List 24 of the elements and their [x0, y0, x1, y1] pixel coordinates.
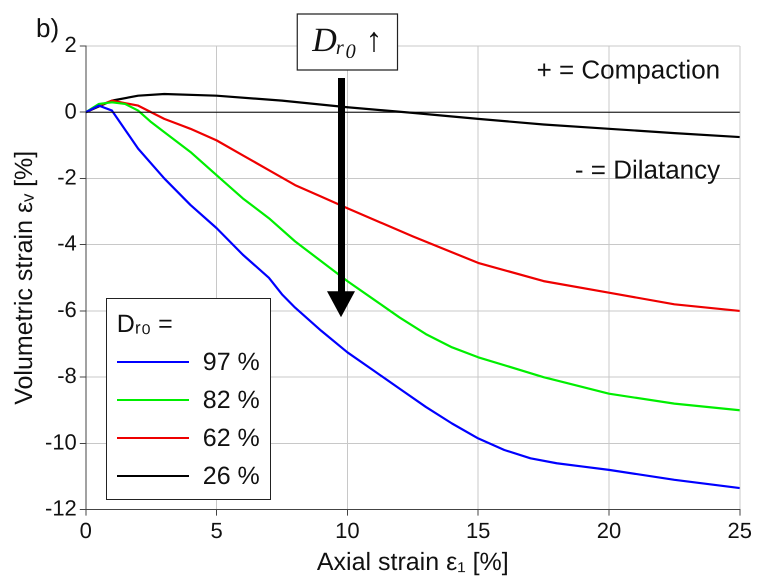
- y-tick-label: 0: [64, 98, 77, 124]
- legend-label: 97 %: [202, 346, 260, 378]
- y-tick-label: -6: [57, 296, 77, 322]
- y-tick-label: -2: [57, 164, 77, 190]
- annotation: Dᵣ₀ ↑: [311, 22, 383, 59]
- x-tick-label: 10: [335, 518, 360, 543]
- x-axis-title: Axial strain ε₁ [%]: [316, 548, 509, 576]
- y-tick-label: -12: [45, 496, 77, 521]
- y-tick-label: -4: [57, 230, 77, 256]
- y-tick-label: 2: [64, 32, 77, 58]
- legend-label: 82 %: [202, 384, 260, 416]
- x-tick-label: 5: [210, 518, 223, 543]
- legend-title: Dᵣ₀ =: [116, 308, 174, 340]
- legend-label: 26 %: [202, 460, 260, 492]
- y-tick-label: -10: [45, 429, 77, 454]
- annotation: - = Dilatancy: [574, 154, 720, 184]
- y-tick-label: -8: [57, 363, 77, 388]
- x-tick-label: 25: [728, 518, 752, 543]
- x-tick-label: 20: [596, 518, 622, 543]
- y-axis-title: Volumetric strain εᵥ [%]: [10, 150, 38, 405]
- x-tick-label: 15: [466, 518, 490, 543]
- legend-label: 62 %: [202, 422, 260, 454]
- text: b): [36, 13, 60, 44]
- annotation: + = Compaction: [536, 54, 720, 85]
